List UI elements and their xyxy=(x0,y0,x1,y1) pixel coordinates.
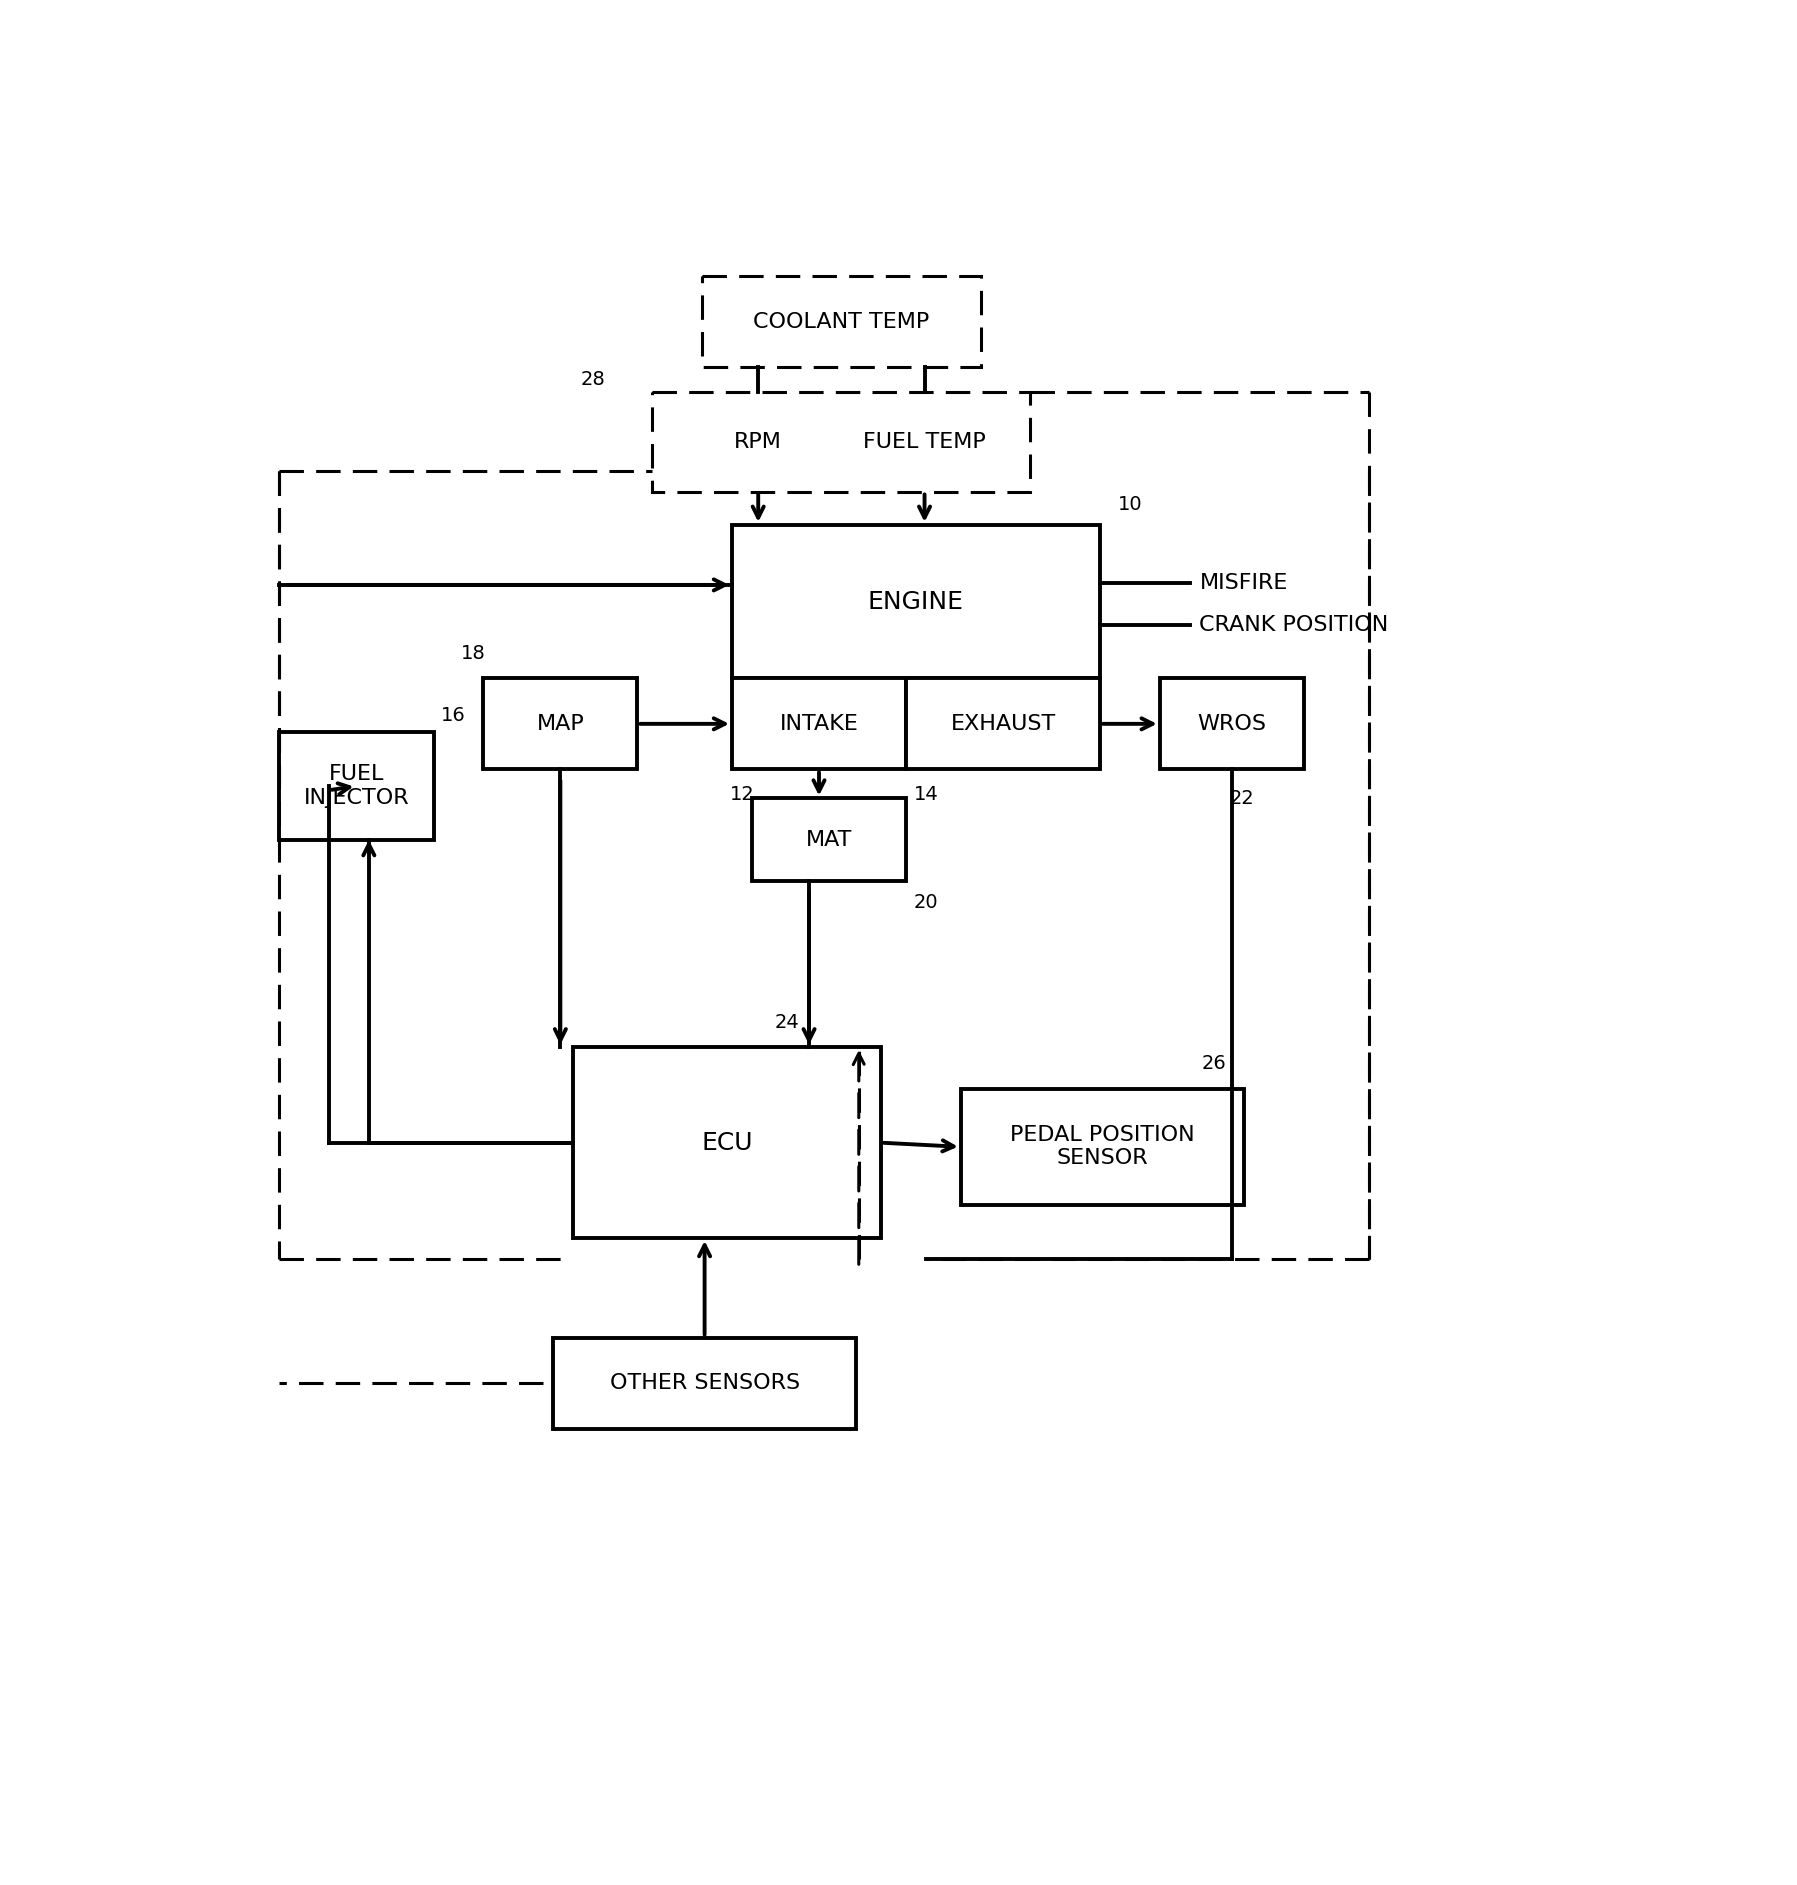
Text: PEDAL POSITION
SENSOR: PEDAL POSITION SENSOR xyxy=(1010,1125,1195,1169)
Text: COOLANT TEMP: COOLANT TEMP xyxy=(753,311,929,332)
Text: MAT: MAT xyxy=(805,829,852,850)
Text: FUEL
INJECTOR: FUEL INJECTOR xyxy=(304,765,410,807)
Text: 24: 24 xyxy=(775,1012,800,1031)
FancyBboxPatch shape xyxy=(573,1048,881,1238)
Text: 16: 16 xyxy=(440,707,465,726)
Text: 12: 12 xyxy=(730,784,755,803)
FancyBboxPatch shape xyxy=(652,392,1030,492)
FancyBboxPatch shape xyxy=(483,679,638,769)
Text: MISFIRE: MISFIRE xyxy=(1200,573,1288,594)
Text: FUEL TEMP: FUEL TEMP xyxy=(863,432,987,452)
Text: RPM: RPM xyxy=(735,432,782,452)
Text: 14: 14 xyxy=(913,784,938,803)
FancyBboxPatch shape xyxy=(731,679,906,769)
Text: 22: 22 xyxy=(1229,790,1254,809)
FancyBboxPatch shape xyxy=(731,524,1100,679)
Text: 18: 18 xyxy=(462,645,485,664)
FancyBboxPatch shape xyxy=(906,679,1100,769)
FancyBboxPatch shape xyxy=(279,731,433,841)
FancyBboxPatch shape xyxy=(751,799,906,882)
Text: 28: 28 xyxy=(580,369,606,388)
Text: 10: 10 xyxy=(1118,494,1143,513)
Text: EXHAUST: EXHAUST xyxy=(951,714,1055,733)
FancyBboxPatch shape xyxy=(703,275,981,368)
Text: 26: 26 xyxy=(1202,1054,1227,1073)
Text: INTAKE: INTAKE xyxy=(780,714,859,733)
FancyBboxPatch shape xyxy=(961,1090,1244,1205)
Text: OTHER SENSORS: OTHER SENSORS xyxy=(609,1372,800,1393)
Text: ENGINE: ENGINE xyxy=(868,590,963,613)
Text: WROS: WROS xyxy=(1197,714,1267,733)
Text: ECU: ECU xyxy=(701,1131,753,1156)
Text: MAP: MAP xyxy=(537,714,584,733)
Text: 20: 20 xyxy=(913,893,938,912)
Text: CRANK POSITION: CRANK POSITION xyxy=(1200,615,1389,635)
FancyBboxPatch shape xyxy=(1159,679,1305,769)
FancyBboxPatch shape xyxy=(553,1338,857,1429)
